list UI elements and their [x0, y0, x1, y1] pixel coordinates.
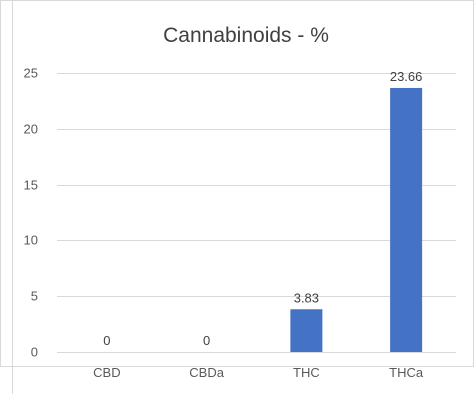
x-tick-label-thc: THC [293, 365, 320, 380]
data-labels: 0 0 3.83 23.66 [103, 69, 422, 348]
y-tick-label: 20 [24, 122, 38, 137]
y-tick-label: 5 [31, 289, 38, 304]
y-tick-label: 25 [24, 66, 38, 81]
bar-thca [390, 87, 423, 352]
y-axis-ticks: 0 5 10 15 20 25 [24, 66, 38, 360]
y-tick-label: 0 [31, 345, 38, 360]
data-label-thca: 23.66 [390, 69, 423, 84]
x-axis-ticks: CBD CBDa THC THCa [93, 365, 424, 380]
y-tick-label: 10 [24, 233, 38, 248]
gridlines [57, 73, 456, 353]
x-tick-label-cbda: CBDa [189, 365, 224, 380]
x-tick-label-thca: THCa [389, 365, 424, 380]
data-label-cbda: 0 [203, 333, 210, 348]
bars [290, 87, 423, 352]
x-tick-label-cbd: CBD [93, 365, 120, 380]
data-label-thc: 3.83 [294, 290, 319, 305]
y-tick-label: 15 [24, 178, 38, 193]
bar-thc [290, 309, 323, 352]
chart-title: Cannabinoids - % [163, 24, 329, 47]
data-label-cbd: 0 [103, 333, 110, 348]
